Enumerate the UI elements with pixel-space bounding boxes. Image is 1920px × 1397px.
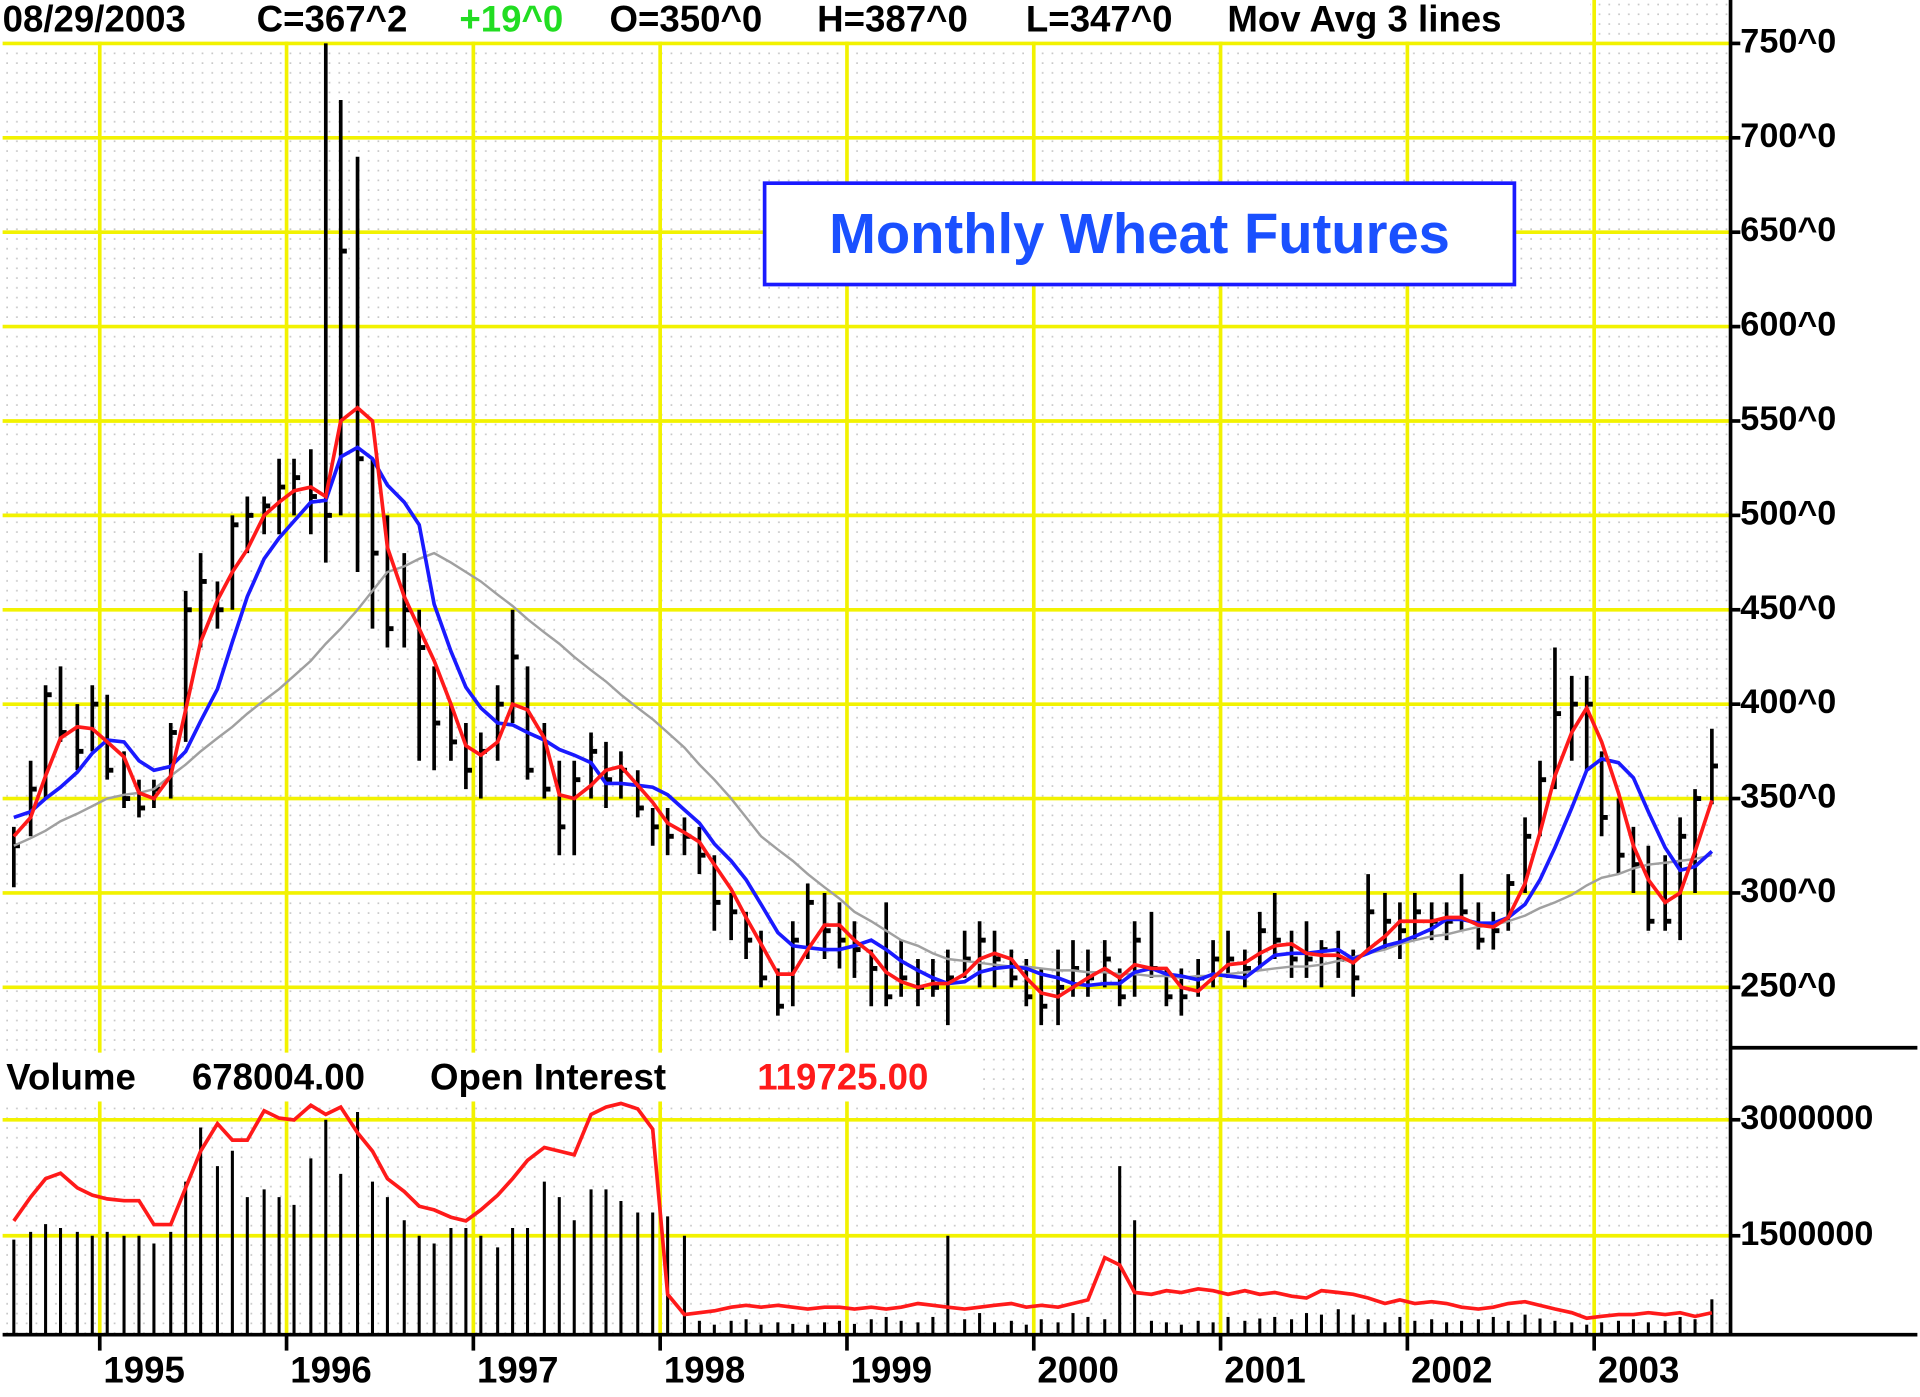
open-interest-line <box>12 1101 1713 1321</box>
marks <box>11 43 1718 1335</box>
x-tick-label: 2000 <box>1037 1349 1118 1390</box>
x-tick-label: 2003 <box>1598 1349 1679 1390</box>
header-band <box>2 0 1591 42</box>
y-tick-label: 3000000 <box>1740 1099 1873 1137</box>
y-tick-label: 450^0 <box>1740 589 1836 627</box>
low-info: L=347^0 <box>1026 0 1173 40</box>
y-tick-label: 700^0 <box>1740 117 1836 155</box>
y-tick-label: 550^0 <box>1740 400 1836 438</box>
x-tick-label: 2002 <box>1411 1349 1492 1390</box>
volume-header-band <box>2 1052 980 1102</box>
close-info: C=367^2 <box>257 0 408 40</box>
x-tick-label: 1996 <box>290 1349 371 1390</box>
y-tick-label: 600^0 <box>1740 306 1836 344</box>
moving-average-line <box>12 405 1714 999</box>
y-tick-label: 500^0 <box>1740 494 1836 532</box>
y-tick-label: 1500000 <box>1740 1215 1873 1253</box>
x-tick-label: 1999 <box>851 1349 932 1390</box>
y-tick-label: 650^0 <box>1740 211 1836 249</box>
volume-value: 678004.00 <box>192 1056 365 1097</box>
moving-average-line <box>13 445 1714 988</box>
x-tick-label: 1997 <box>477 1349 558 1390</box>
open-interest-value: 119725.00 <box>757 1056 928 1097</box>
open-info: O=350^0 <box>610 0 763 40</box>
x-tick-label: 1998 <box>664 1349 745 1390</box>
volume-label: Volume <box>6 1056 136 1097</box>
title-box <box>762 181 1517 287</box>
y-tick-label: 250^0 <box>1740 966 1836 1004</box>
x-tick-label: 2001 <box>1224 1349 1305 1390</box>
change-info: +19^0 <box>459 0 563 40</box>
date: 08/29/2003 <box>3 0 186 40</box>
moving-average-line <box>13 551 1713 980</box>
x-tick-label: 1995 <box>103 1349 184 1390</box>
y-tick-label: 400^0 <box>1740 683 1836 721</box>
chart-title: Monthly Wheat Futures <box>829 202 1450 265</box>
mov-avg-info: Mov Avg 3 lines <box>1227 0 1501 40</box>
y-tick-label: 750^0 <box>1740 22 1836 60</box>
open-interest-label: Open Interest <box>430 1056 666 1097</box>
high-info: H=387^0 <box>817 0 968 40</box>
y-tick-label: 300^0 <box>1740 872 1836 910</box>
y-tick-label: 350^0 <box>1740 778 1836 816</box>
